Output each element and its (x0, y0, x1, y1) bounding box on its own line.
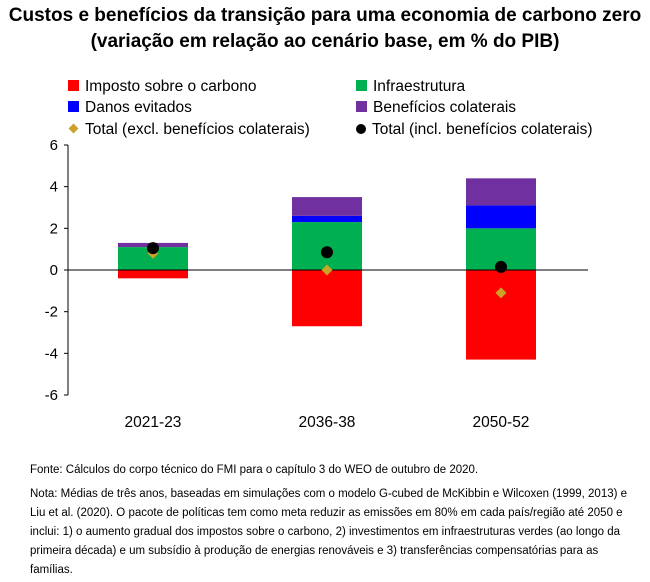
x-category-label: 2021-23 (125, 414, 182, 431)
legend-item-avoided-damages: Danos evitados (68, 98, 192, 118)
marker-total-incl-2021-23 (147, 242, 159, 255)
chart-plot: 6 4 2 0 -2 -4 -6 2021-23 2036-38 2050-52 (45, 137, 588, 431)
footnote: Nota: Médias de três anos, baseadas em s… (30, 488, 628, 576)
legend-label-total-incl: Total (incl. benefícios colaterais) (372, 121, 593, 138)
legend-swatch-co-benefits (356, 101, 367, 113)
bar-danos-evitados-2050-52 (466, 205, 536, 229)
bar-imposto-sobre-o-carbono-2050-52 (466, 270, 536, 360)
y-tick-label: 0 (50, 262, 58, 279)
marker-total-excl-2036-38 (321, 264, 333, 276)
legend-label-infrastructure: Infraestrutura (373, 78, 466, 95)
bar-beneficios-colaterais-2050-52 (466, 178, 536, 206)
legend-item-total-incl: Total (incl. benefícios colaterais) (356, 120, 593, 140)
bar-beneficios-colaterais-2036-38 (292, 197, 362, 216)
legend-label-carbon-tax: Imposto sobre o carbono (85, 78, 257, 95)
marker-total-excl-2050-52 (495, 287, 507, 299)
marker-total-incl-2036-38 (321, 246, 333, 259)
legend-dot-total-incl (356, 123, 366, 134)
legend-swatch-avoided-damages (68, 101, 79, 113)
legend-item-carbon-tax: Imposto sobre o carbono (68, 77, 256, 97)
y-tick-label: 4 (50, 179, 58, 196)
bar-danos-evitados-2036-38 (292, 215, 362, 223)
bar-imposto-sobre-o-carbono-2021-23 (118, 270, 188, 279)
legend-label-co-benefits: Benefícios colaterais (373, 99, 517, 116)
x-category-label: 2050-52 (473, 414, 530, 431)
chart-title-line-2: (variação em relação ao cenário base, em… (90, 31, 560, 52)
bar-infraestrutura-2036-38 (292, 222, 362, 270)
y-tick-label: 6 (50, 137, 58, 154)
x-category-label: 2036-38 (299, 414, 356, 431)
source-note: Fonte: Cálculos do corpo técnico do FMI … (30, 464, 479, 476)
bar-imposto-sobre-o-carbono-2036-38 (292, 270, 362, 327)
legend-label-avoided-damages: Danos evitados (85, 99, 192, 116)
y-tick-label: 2 (50, 220, 58, 237)
legend-item-co-benefits: Benefícios colaterais (356, 98, 516, 118)
legend-label-total-excl: Total (excl. benefícios colaterais) (85, 121, 310, 138)
y-tick-label: -4 (45, 345, 58, 362)
legend-item-total-excl: Total (excl. benefícios colaterais) (68, 120, 310, 140)
chart-title-line-1: Custos e benefícios da transição para um… (8, 5, 642, 26)
y-tick-label: -2 (45, 304, 58, 321)
marker-total-incl-2050-52 (495, 260, 507, 273)
y-tick-label: -6 (45, 387, 58, 404)
legend-swatch-carbon-tax (68, 80, 79, 92)
legend-swatch-infrastructure (356, 80, 367, 92)
legend-item-infrastructure: Infraestrutura (356, 77, 465, 97)
